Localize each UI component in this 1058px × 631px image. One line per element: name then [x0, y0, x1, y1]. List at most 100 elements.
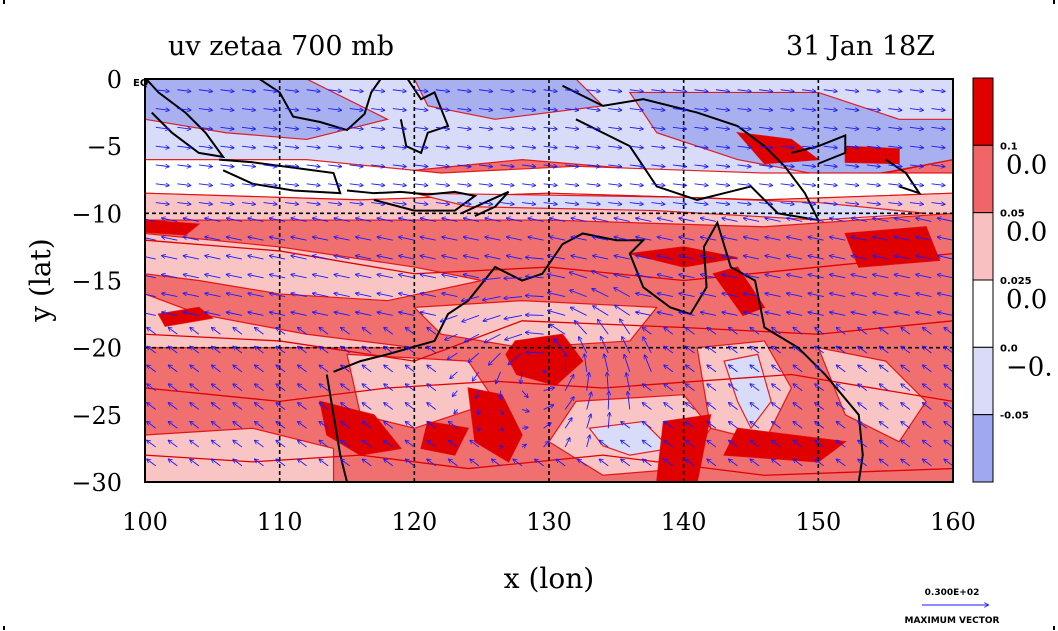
wind-vector — [190, 403, 200, 410]
wind-vector — [147, 440, 157, 448]
wind-vector — [629, 146, 643, 148]
wind-vector — [645, 355, 652, 373]
wind-vector — [554, 339, 566, 354]
colorbar-level-label: 0.025 — [1000, 276, 1032, 287]
wind-vector — [470, 459, 480, 467]
wind-vector — [679, 275, 695, 279]
wind-vector — [845, 127, 858, 129]
wind-vector — [657, 237, 673, 241]
wind-vector — [643, 403, 652, 410]
wind-vector — [427, 440, 437, 448]
chart-date-label: 31 Jan 18Z — [786, 31, 935, 62]
wind-vector — [362, 384, 372, 392]
x-tick-label: 130 — [526, 508, 572, 536]
wind-vector — [615, 305, 631, 316]
wind-vector — [384, 365, 394, 373]
wind-vector — [845, 203, 858, 205]
wind-vector — [836, 440, 846, 448]
wind-vector — [780, 109, 794, 111]
wind-vector — [586, 184, 600, 186]
y-tick-label: −25 — [71, 402, 122, 430]
wind-vector — [772, 459, 781, 467]
wind-vector — [672, 184, 686, 186]
wind-vector — [155, 165, 169, 167]
wind-vector — [276, 346, 286, 354]
wind-vector — [722, 312, 738, 316]
wind-vector — [651, 127, 664, 129]
wind-vector — [952, 89, 953, 91]
wind-vector — [765, 293, 781, 298]
wind-vector — [190, 422, 200, 429]
wind-vector — [873, 218, 889, 222]
wind-vector — [901, 440, 911, 448]
wind-vector — [291, 256, 307, 260]
wind-vector — [177, 109, 190, 111]
wind-vector — [815, 459, 824, 467]
wind-vector — [614, 275, 630, 279]
wind-vector — [457, 127, 470, 129]
wind-vector — [470, 440, 480, 448]
wind-vector — [522, 146, 535, 148]
wind-vector — [328, 90, 341, 92]
wind-vector — [319, 422, 329, 429]
wind-vector — [504, 278, 523, 279]
wind-vector — [356, 256, 372, 260]
wind-vector — [233, 459, 243, 467]
wind-vector — [169, 422, 178, 429]
wind-vector — [715, 184, 729, 186]
wind-vector — [392, 127, 406, 129]
wind-vector — [901, 384, 911, 392]
wind-vector — [931, 184, 944, 186]
wind-vector — [643, 328, 652, 335]
wind-vector — [427, 459, 437, 467]
wind-vector — [938, 218, 953, 222]
wind-vector — [341, 403, 350, 410]
wind-vector — [464, 275, 480, 279]
wind-vector — [845, 184, 858, 186]
wind-vector — [233, 384, 243, 392]
wind-vector — [629, 90, 643, 92]
wind-vector — [866, 146, 880, 148]
colorbar-level-label-large: −0. — [1006, 352, 1053, 382]
wind-vector — [858, 422, 868, 429]
wind-vector — [944, 440, 953, 448]
wind-vector — [147, 365, 157, 373]
wind-vector — [162, 237, 178, 241]
wind-vector — [823, 184, 837, 186]
wind-vector — [607, 373, 608, 391]
wind-vector — [599, 459, 609, 467]
wind-vector — [629, 184, 643, 186]
wind-vector — [392, 90, 406, 92]
wind-vector — [858, 365, 868, 373]
wind-vector — [241, 146, 255, 148]
wind-vector — [435, 203, 449, 205]
wind-vector — [866, 203, 880, 205]
wind-vector — [694, 146, 707, 148]
wind-vector — [485, 218, 501, 222]
wind-vector — [362, 422, 372, 429]
field-patch — [844, 145, 900, 165]
wind-vector — [836, 459, 846, 467]
wind-vector — [651, 184, 664, 186]
x-tick-label: 160 — [930, 508, 976, 536]
wind-vector — [636, 256, 652, 260]
chart-title: uv zetaa 700 mb — [168, 31, 394, 62]
wind-vector — [571, 218, 587, 222]
wind-vector — [823, 109, 837, 111]
wind-vector — [952, 183, 953, 185]
wind-vector — [362, 403, 372, 410]
wind-vector — [787, 256, 803, 260]
wind-vector — [808, 312, 824, 316]
wind-vector — [263, 203, 277, 205]
wind-vector — [737, 109, 751, 111]
wind-vector — [815, 440, 824, 448]
wind-vector — [435, 184, 449, 186]
wind-vector — [255, 346, 264, 354]
wind-vector — [679, 237, 695, 241]
wind-vector — [916, 293, 932, 298]
wind-vector — [198, 146, 212, 148]
wind-vector — [787, 218, 803, 222]
wind-vector — [808, 256, 824, 260]
wind-vector — [328, 146, 341, 148]
wind-vector — [707, 346, 717, 354]
